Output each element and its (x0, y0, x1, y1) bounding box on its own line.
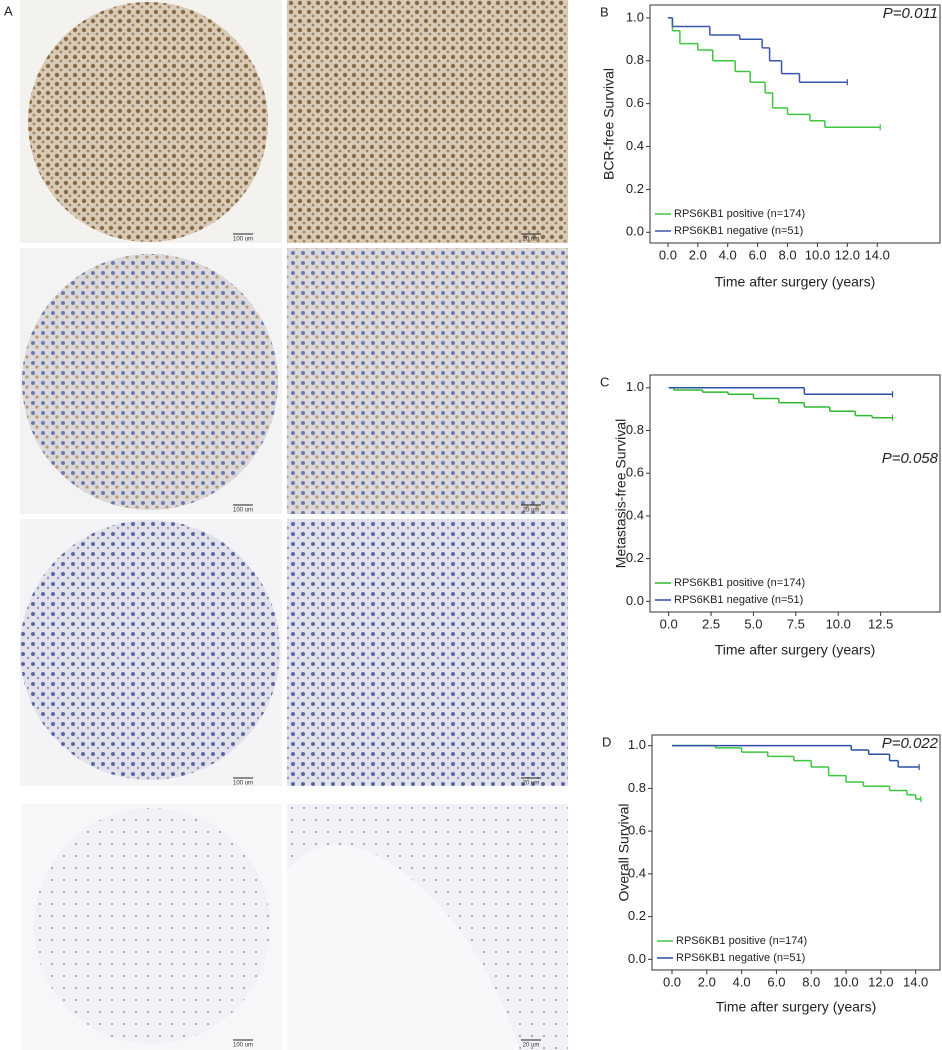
y-axis-label: Metastasis-free Survival (613, 419, 629, 568)
x-axis-label: Time after surgery (years) (716, 999, 877, 1015)
y-tick-label: 0.2 (628, 908, 646, 923)
panel-label: B (600, 4, 609, 19)
legend-label: RPS6KB1 negative (n=51) (676, 952, 805, 964)
y-tick-label: 0.0 (628, 951, 646, 966)
tissue-core (28, 2, 268, 242)
y-tick-label: 0.8 (626, 52, 644, 67)
survival-curve (672, 744, 920, 771)
scale-bar-label: 20 um (523, 1043, 540, 1049)
x-tick-label: 10.0 (833, 974, 858, 989)
x-axis-label: Time after surgery (years) (715, 274, 876, 290)
y-axis-label: BCR-free Survival (601, 68, 617, 180)
x-tick-label: 6.0 (767, 974, 785, 989)
y-tick-label: 0.4 (628, 865, 646, 880)
legend-label: RPS6KB1 positive (n=174) (674, 577, 805, 589)
x-tick-label: 4.0 (733, 974, 751, 989)
scale-bar-label: 20 um (523, 237, 540, 243)
y-tick-label: 1.0 (626, 9, 644, 24)
survival-curve (667, 17, 881, 131)
annotation: P=0.022 (882, 735, 939, 752)
x-tick-label: 2.0 (689, 247, 707, 262)
x-tick-label: 12.0 (868, 974, 893, 989)
y-tick-label: 0.4 (626, 138, 644, 153)
annotation: P=0.058 (882, 450, 939, 467)
survival-curve (667, 17, 848, 86)
panel-label: C (600, 374, 609, 389)
x-tick-label: 10.0 (805, 247, 830, 262)
lumen (287, 845, 520, 1050)
y-tick-label: 0.0 (626, 593, 644, 608)
x-tick-label: 2.0 (698, 974, 716, 989)
y-tick-label: 0.8 (626, 422, 644, 437)
tissue-core (34, 808, 270, 1044)
legend-label: RPS6KB1 positive (n=174) (676, 935, 807, 947)
scale-bar-label: 100 um (233, 1043, 253, 1049)
scale-bar-label: 100 um (233, 508, 253, 514)
x-tick-label: 2.5 (702, 616, 720, 631)
y-tick-label: 0.2 (626, 550, 644, 565)
scale-bar-label: 100 um (233, 237, 253, 243)
plot-frame (651, 734, 941, 971)
legend-label: RPS6KB1 negative (n=51) (674, 225, 803, 237)
x-tick-label: 14.0 (903, 974, 928, 989)
x-tick-label: 8.0 (778, 247, 796, 262)
y-axis-label: Overall Survival (616, 803, 632, 901)
x-tick-label: 5.0 (744, 616, 762, 631)
annotation: P=0.011 (883, 5, 938, 22)
panel-label: A (4, 3, 13, 18)
x-tick-label: 8.0 (802, 974, 820, 989)
panel-label: D (602, 734, 611, 749)
image-zoom (287, 248, 568, 514)
x-tick-label: 0.0 (663, 974, 681, 989)
scale-bar-label: 20 um (523, 781, 540, 787)
image-zoom (287, 0, 568, 243)
scale-bars: 100 um 20 um 100 um 20 um 100 um 20 um 100 um 2… (233, 233, 541, 1049)
x-tick-label: 10.0 (826, 616, 851, 631)
y-tick-label: 1.0 (628, 737, 646, 752)
y-tick-label: 0.0 (626, 224, 644, 239)
survival-curve (668, 387, 894, 421)
image-zoom (287, 519, 568, 786)
micrographs (20, 0, 568, 1050)
y-tick-label: 0.2 (626, 181, 644, 196)
y-tick-label: 0.4 (626, 507, 644, 522)
x-tick-label: 12.0 (835, 247, 860, 262)
tissue-core (20, 520, 280, 780)
x-tick-label: 0.0 (659, 247, 677, 262)
legend-label: RPS6KB1 positive (n=174) (674, 208, 805, 220)
survival-curve (668, 387, 894, 398)
x-tick-label: 7.5 (787, 616, 805, 631)
x-tick-label: 14.0 (865, 247, 890, 262)
y-tick-label: 0.6 (628, 823, 646, 838)
tissue-core (22, 254, 278, 510)
x-tick-label: 0.0 (660, 616, 678, 631)
plot-frame (649, 4, 941, 244)
y-tick-label: 0.8 (628, 780, 646, 795)
x-tick-label: 4.0 (719, 247, 737, 262)
plot-frame (649, 374, 941, 613)
x-tick-label: 6.0 (749, 247, 767, 262)
y-tick-label: 0.6 (626, 95, 644, 110)
y-tick-label: 0.6 (626, 465, 644, 480)
scale-bar-label: 100 um (233, 781, 253, 787)
scale-bar-label: 20 um (523, 508, 540, 514)
x-axis-label: Time after surgery (years) (715, 642, 876, 658)
legend-label: RPS6KB1 negative (n=51) (674, 594, 803, 606)
y-tick-label: 1.0 (626, 379, 644, 394)
x-tick-label: 12.5 (868, 616, 893, 631)
